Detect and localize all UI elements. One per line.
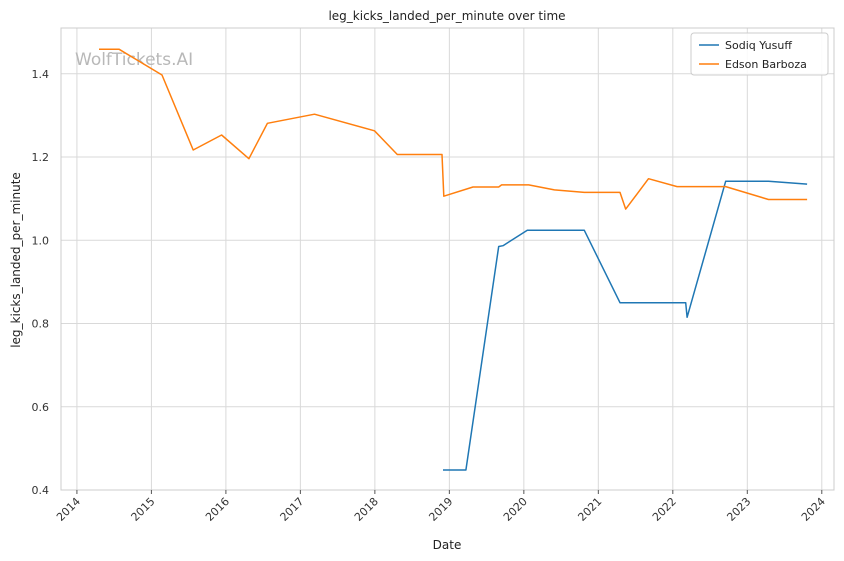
- y-tick-label: 1.2: [32, 151, 50, 164]
- legend-label: Sodiq Yusuff: [725, 39, 792, 52]
- x-axis-title: Date: [433, 538, 462, 552]
- plot-frame: [60, 27, 835, 491]
- series-line-1: [99, 48, 808, 210]
- y-tick-label: 0.8: [32, 318, 50, 331]
- y-tick-label: 1.4: [32, 68, 50, 81]
- y-tick-label: 0.6: [32, 401, 50, 414]
- watermark-text: WolfTickets.AI: [75, 50, 193, 70]
- chart-title: leg_kicks_landed_per_minute over time: [328, 9, 565, 23]
- legend: Sodiq Yusuff Edson Barboza: [690, 32, 829, 76]
- series-line-0: [443, 180, 808, 471]
- y-tick-label: 1.0: [32, 234, 50, 247]
- y-axis-ticks: 0.4 0.6 0.8 1.0 1.2 1.4: [32, 68, 50, 497]
- legend-box: [690, 32, 829, 76]
- legend-label: Edson Barboza: [725, 58, 807, 71]
- series-layer: [99, 48, 808, 471]
- y-tick-label: 0.4: [32, 484, 50, 497]
- plot-area: WolfTickets.AI: [60, 27, 835, 491]
- y-axis-title: leg_kicks_landed_per_minute: [9, 172, 23, 348]
